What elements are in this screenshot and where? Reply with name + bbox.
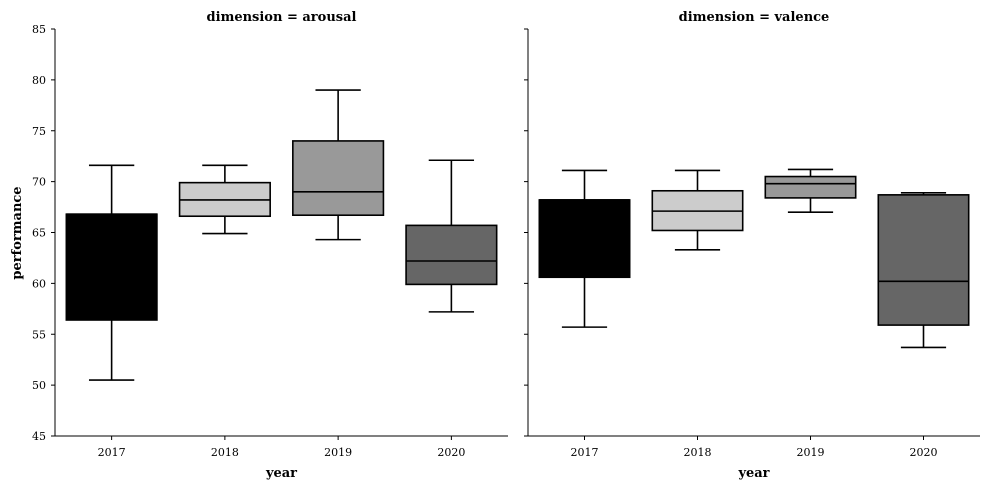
x-tick-label: 2018 [211, 446, 239, 459]
y-tick-label: 55 [32, 328, 46, 341]
y-tick-label: 45 [32, 430, 46, 443]
box-2019 [292, 140, 385, 217]
y-tick-label: 50 [32, 379, 46, 392]
x-axis-label: year [737, 466, 769, 481]
y-tick-label: 75 [32, 125, 46, 138]
x-tick-label: 2019 [797, 446, 825, 459]
box-2020 [877, 194, 970, 326]
x-axis-label: year [265, 466, 297, 481]
box-2020 [405, 224, 498, 286]
y-tick-label: 70 [32, 176, 46, 189]
x-tick-label: 2017 [571, 446, 599, 459]
panel-title: dimension = valence [679, 10, 830, 25]
x-tick-label: 2018 [684, 446, 712, 459]
box-2017 [65, 213, 158, 321]
box-2017 [538, 199, 631, 279]
x-tick-label: 2020 [437, 446, 465, 459]
x-tick-label: 2020 [910, 446, 938, 459]
y-tick-label: 85 [32, 23, 46, 36]
y-tick-label: 80 [32, 74, 46, 87]
x-tick-label: 2019 [324, 446, 352, 459]
y-tick-label: 65 [32, 227, 46, 240]
y-axis-label: performance [10, 186, 25, 279]
panel-title: dimension = arousal [207, 10, 357, 25]
y-tick-label: 60 [32, 277, 46, 290]
box-2019 [764, 175, 857, 199]
x-tick-label: 2017 [98, 446, 126, 459]
